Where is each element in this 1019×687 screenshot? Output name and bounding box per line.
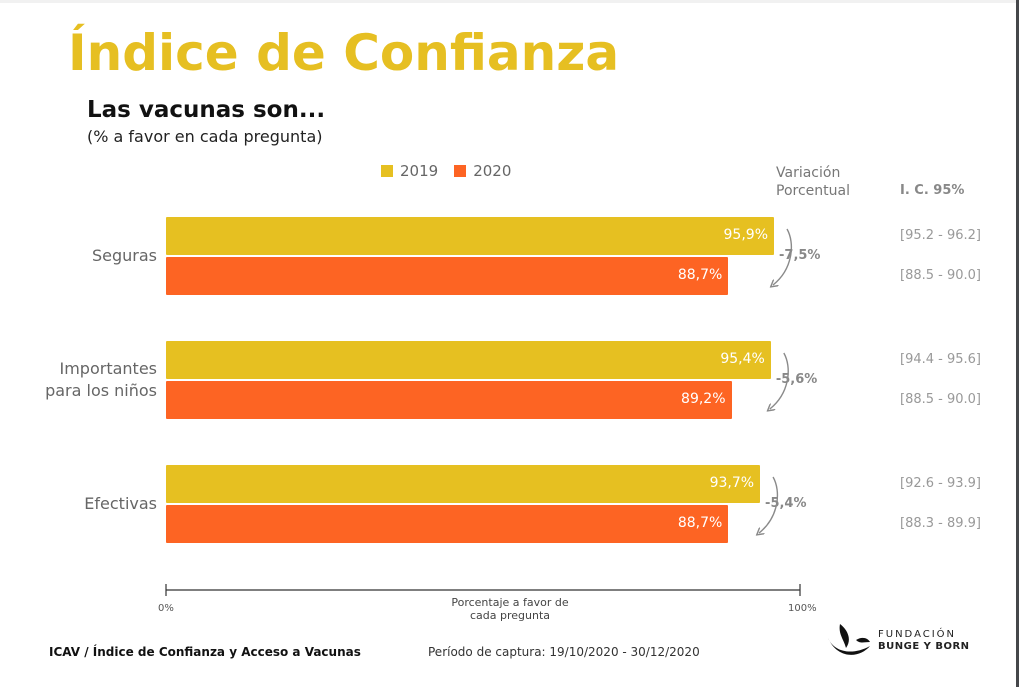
ci-value-2020: [88.3 - 89.9] [900, 516, 981, 531]
x-tick-label-100: 100% [788, 603, 817, 614]
bar-2020: 88,7% [166, 257, 729, 295]
page-title: Índice de Confianza [68, 24, 620, 82]
legend: 2019 2020 [381, 162, 527, 180]
variation-header-line2: Porcentual [776, 183, 850, 199]
legend-label-2020: 2020 [473, 162, 512, 180]
variation-header-line1: Variación [776, 165, 841, 181]
bar-value-label: 95,9% [723, 227, 768, 243]
legend-item-2020: 2020 [454, 162, 511, 180]
bar-2020: 88,7% [166, 505, 729, 543]
legend-label-2019: 2019 [400, 162, 439, 180]
footer-period: Período de captura: 19/10/2020 - 30/12/2… [428, 645, 700, 659]
category-label-line2: para los niños [45, 381, 157, 400]
bar-2019: 95,4% [166, 341, 771, 379]
bar-2019: 95,9% [166, 217, 774, 255]
category-label: Seguras [92, 245, 157, 267]
variation-arrows [759, 228, 793, 533]
chart-subnote: (% a favor en cada pregunta) [87, 127, 323, 146]
category-label: Importantes para los niños [45, 358, 157, 402]
bar-value-label: 93,7% [709, 475, 755, 491]
leaf-logo-icon [828, 624, 870, 655]
bar-value-label: 88,7% [677, 267, 723, 283]
x-tick-label-0: 0% [158, 603, 174, 614]
x-axis-title: Porcentaje a favor de cada pregunta [451, 596, 569, 622]
window-edge [1016, 0, 1019, 687]
variation-arrow [770, 352, 789, 409]
variation-arrow [773, 228, 793, 285]
logo-line1: FUNDACIÓN [878, 629, 957, 640]
legend-swatch-2019 [381, 165, 393, 177]
category-label: Efectivas [84, 493, 157, 515]
ci-header: I. C. 95% [900, 183, 965, 198]
legend-item-2019: 2019 [381, 162, 438, 180]
variation-arrow [759, 476, 779, 533]
category-label-line1: Importantes [59, 359, 158, 378]
bar-2019: 93,7% [166, 465, 761, 503]
category-label-line1: Efectivas [84, 494, 157, 513]
category-label-line1: Seguras [91, 246, 157, 265]
logo-text: FUNDACIÓN BUNGE Y BORN [878, 629, 970, 653]
logo-line2: BUNGE Y BORN [878, 641, 970, 652]
legend-swatch-2020 [454, 165, 467, 177]
foundation-logo: FUNDACIÓN BUNGE Y BORN [826, 622, 970, 660]
variation-header: Variación Porcentual [776, 164, 850, 200]
ci-value-2020: [88.5 - 90.0] [900, 268, 981, 283]
bar-value-label: 95,4% [720, 351, 765, 367]
chart-subtitle: Las vacunas son... [87, 97, 326, 123]
bar-value-label: 88,7% [677, 515, 723, 531]
ci-value-2019: [94.4 - 95.6] [900, 352, 981, 367]
ci-value-2020: [88.5 - 90.0] [900, 392, 981, 407]
bar-2020: 89,2% [166, 381, 732, 419]
ci-value-2019: [92.6 - 93.9] [900, 476, 981, 491]
bar-value-label: 89,2% [681, 391, 726, 407]
ci-value-2019: [95.2 - 96.2] [900, 228, 981, 243]
footer-source: ICAV / Índice de Confianza y Acceso a Va… [49, 645, 361, 659]
top-shade [0, 0, 1016, 3]
